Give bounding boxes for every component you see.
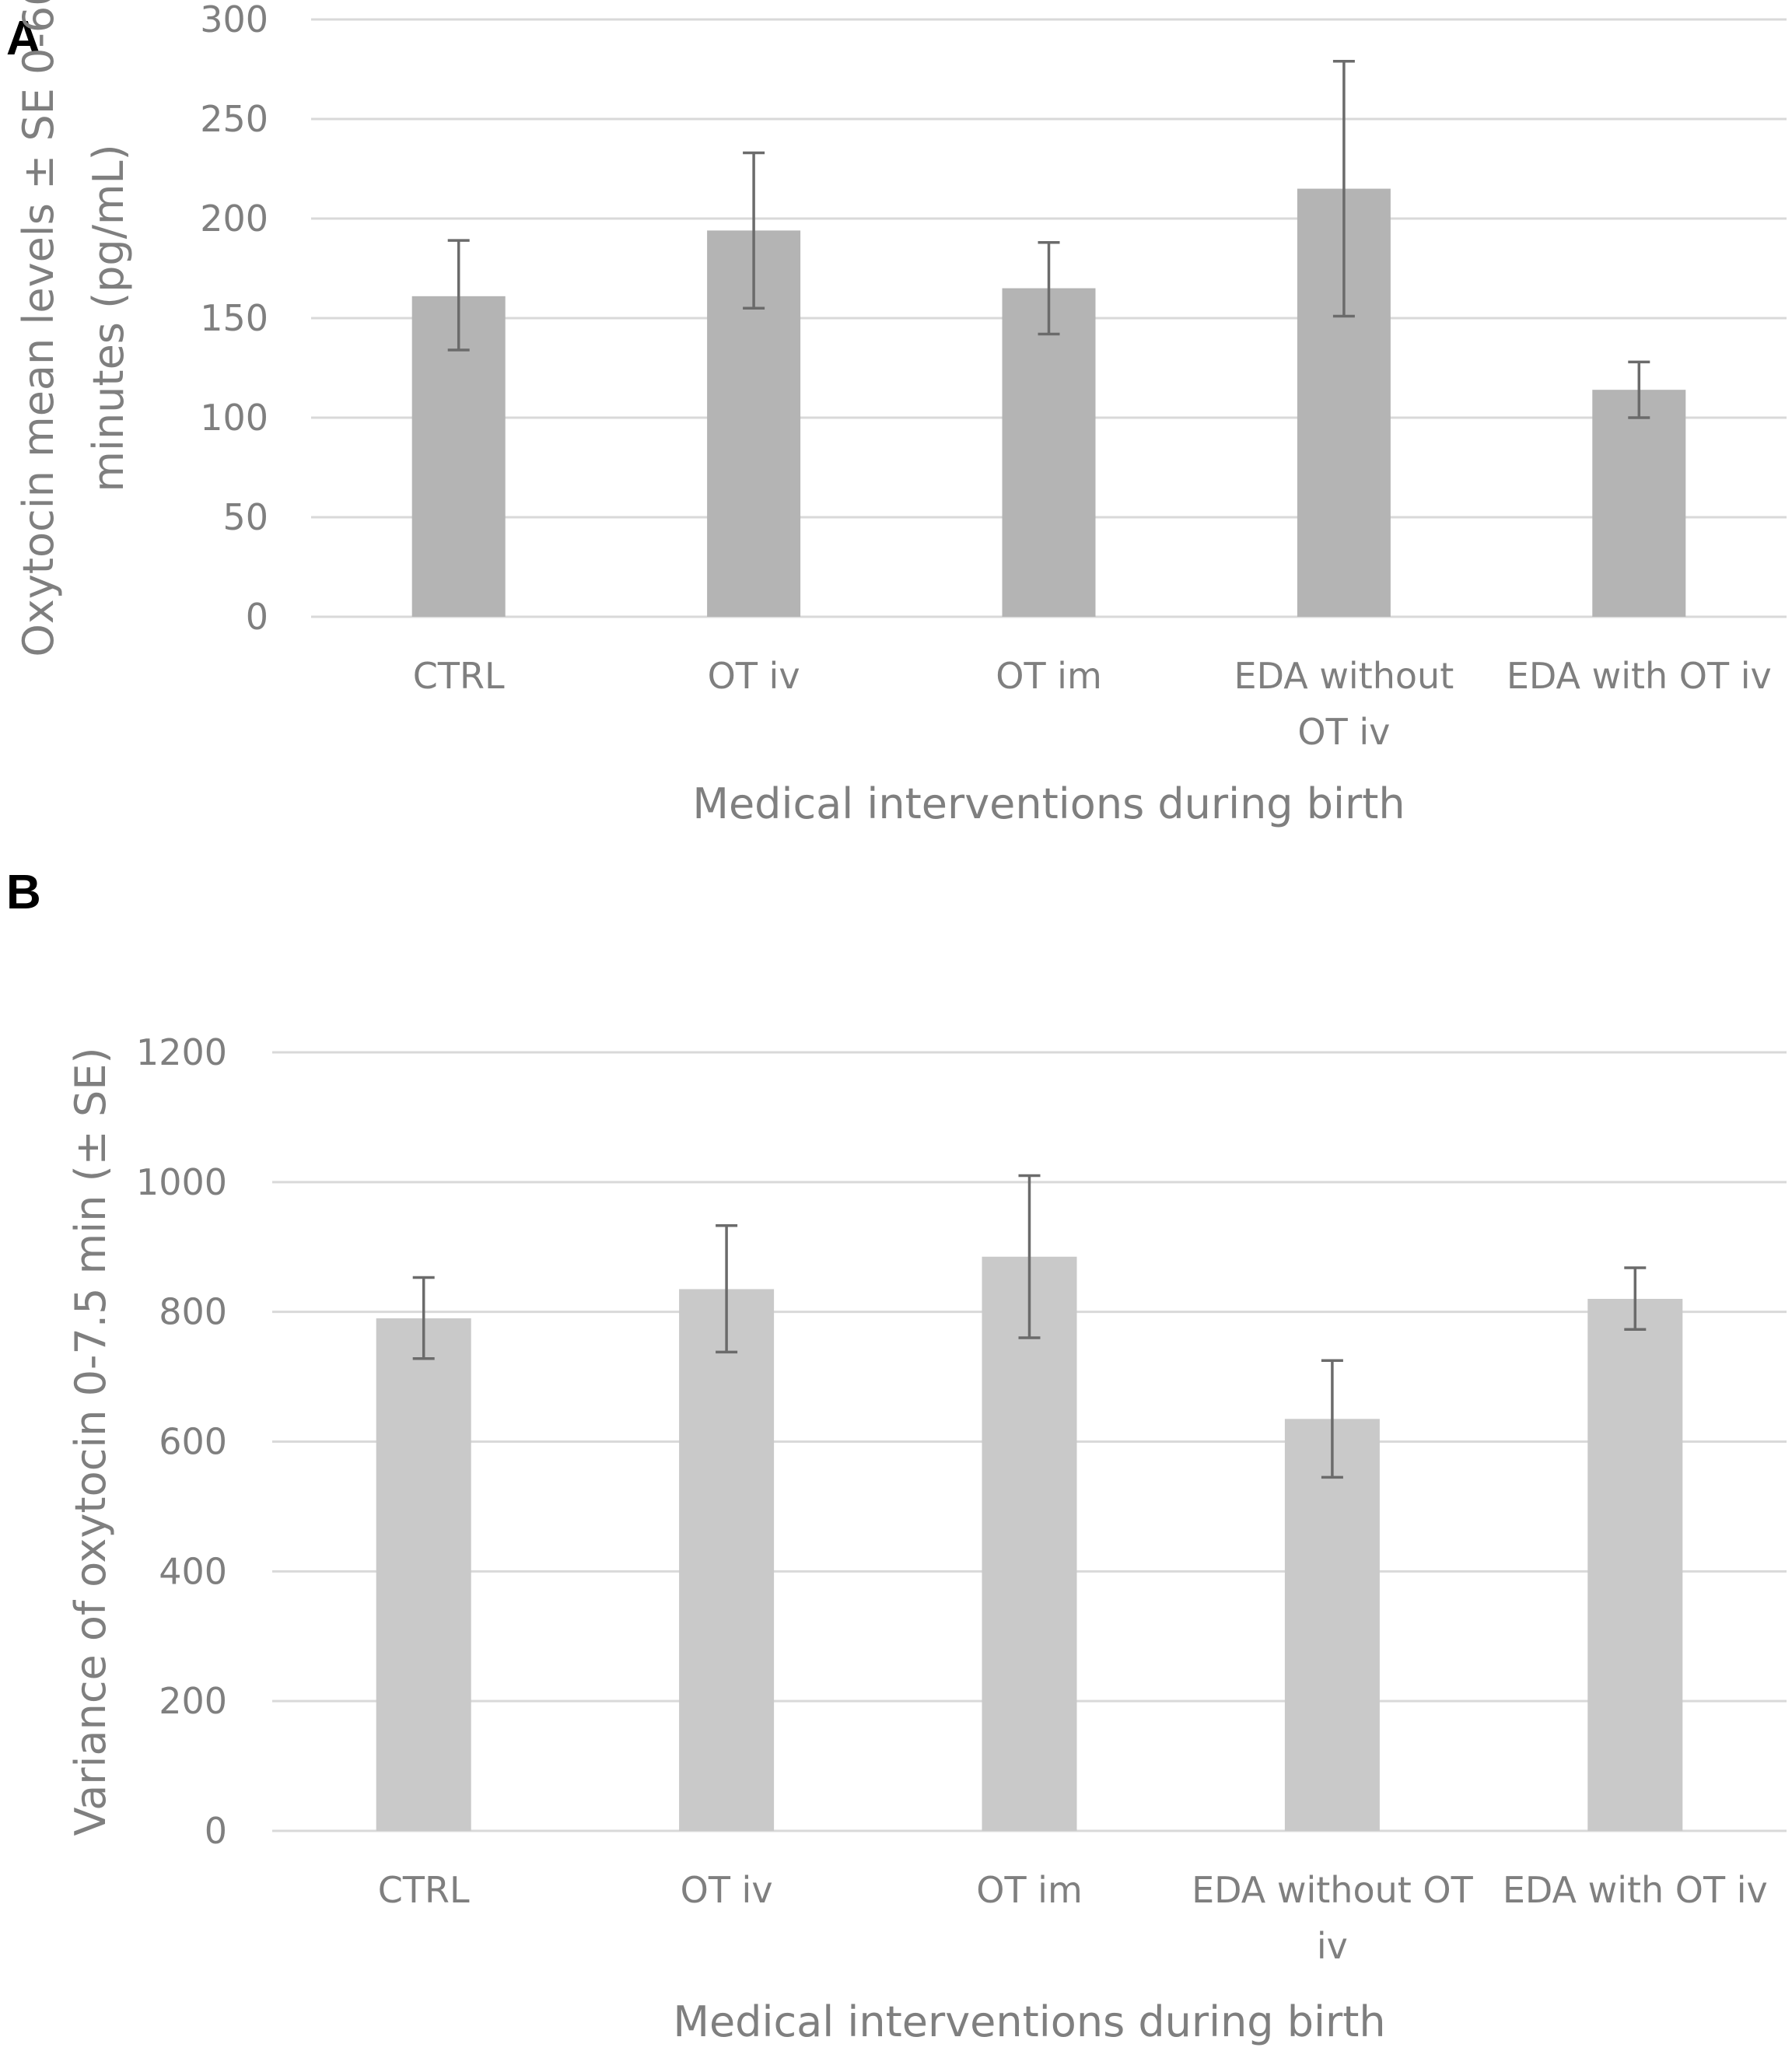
x-category-label: OT iv	[708, 655, 800, 697]
x-category-label: OT im	[996, 655, 1102, 697]
y-tick-label: 1200	[136, 1031, 227, 1073]
x-category-label: OT im	[976, 1869, 1083, 1911]
x-axis-title: Medical interventions during birth	[673, 1997, 1385, 2046]
x-category-label-line: EDA with OT iv	[1503, 1869, 1768, 1911]
error-bar	[1321, 1359, 1343, 1479]
x-category-label: CTRL	[378, 1869, 470, 1911]
x-category-label-line: OT iv	[708, 655, 800, 697]
x-category-label-line: CTRL	[378, 1869, 470, 1911]
x-category-label-line: iv	[1317, 1925, 1348, 1967]
y-axis-title-line: Variance of oxytocin 0-7.5 min (± SE)	[66, 1047, 115, 1836]
error-bar	[1038, 240, 1060, 336]
error-bar	[1018, 1174, 1041, 1339]
y-tick-label: 1000	[136, 1161, 227, 1203]
y-axis-title-line: Oxytocin mean levels ± SE 0-60	[14, 0, 63, 657]
x-category-label: CTRL	[413, 655, 505, 697]
y-tick-label: 50	[222, 496, 268, 538]
bar	[1592, 390, 1686, 617]
error-bar	[1332, 60, 1355, 318]
error-bar	[1628, 360, 1650, 419]
panel-label-a: A	[6, 12, 41, 65]
x-category-label-line: CTRL	[413, 655, 505, 697]
y-tick-label: 100	[200, 397, 268, 439]
panel-label-b: B	[6, 866, 41, 919]
y-tick-label: 200	[159, 1680, 227, 1722]
x-category-label: EDA without OT iv	[1192, 1869, 1474, 1967]
x-category-label-line: EDA with OT iv	[1507, 655, 1772, 697]
y-tick-label: 800	[159, 1291, 227, 1333]
error-bar	[743, 151, 765, 310]
x-category-label-line: OT im	[976, 1869, 1083, 1911]
chart-a-oxytocin-mean-levels: 0 50 100 150 200 250 300 CTRL OT iv OT im EDA with…	[14, 0, 1787, 828]
bar	[1587, 1298, 1683, 1831]
error-bar	[716, 1223, 738, 1354]
y-axis-title: Variance of oxytocin 0-7.5 min (± SE)	[66, 1047, 115, 1836]
bar	[982, 1256, 1077, 1831]
x-category-label-line: OT im	[996, 655, 1102, 697]
y-axis-title: Oxytocin mean levels ± SE 0-60 minutes (p…	[14, 0, 133, 657]
x-category-label: EDA with OT iv	[1503, 1869, 1768, 1911]
error-bar	[1624, 1266, 1647, 1331]
y-tick-label: 0	[246, 596, 268, 638]
y-tick-label: 150	[200, 297, 268, 339]
y-axis-title-line: minutes (pg/mL)	[84, 144, 133, 492]
bar	[376, 1318, 471, 1831]
y-tick-label: 0	[205, 1810, 227, 1852]
x-category-label-line: EDA without	[1234, 655, 1454, 697]
x-category-label-line: EDA without OT	[1192, 1869, 1474, 1911]
error-bar	[412, 1276, 435, 1360]
y-tick-label: 400	[159, 1550, 227, 1592]
x-category-label: EDA with OT iv	[1507, 655, 1772, 697]
bar	[679, 1289, 775, 1831]
x-category-label: EDA without OT iv	[1234, 655, 1454, 753]
y-tick-label: 250	[200, 98, 268, 140]
y-tick-label: 600	[159, 1421, 227, 1463]
chart-b-oxytocin-variance: 0 200 400 600 800 1000 1200 CTRL OT iv OT im EDA w…	[66, 1031, 1787, 2046]
y-tick-label: 300	[200, 0, 268, 40]
x-category-label-line: OT iv	[1297, 711, 1390, 753]
bar	[1002, 288, 1096, 617]
y-tick-label: 200	[200, 198, 268, 240]
bar	[1284, 1419, 1380, 1831]
x-category-label-line: OT iv	[681, 1869, 773, 1911]
x-category-label: OT iv	[681, 1869, 773, 1911]
x-axis-title: Medical interventions during birth	[692, 779, 1405, 828]
error-bar	[447, 239, 470, 352]
